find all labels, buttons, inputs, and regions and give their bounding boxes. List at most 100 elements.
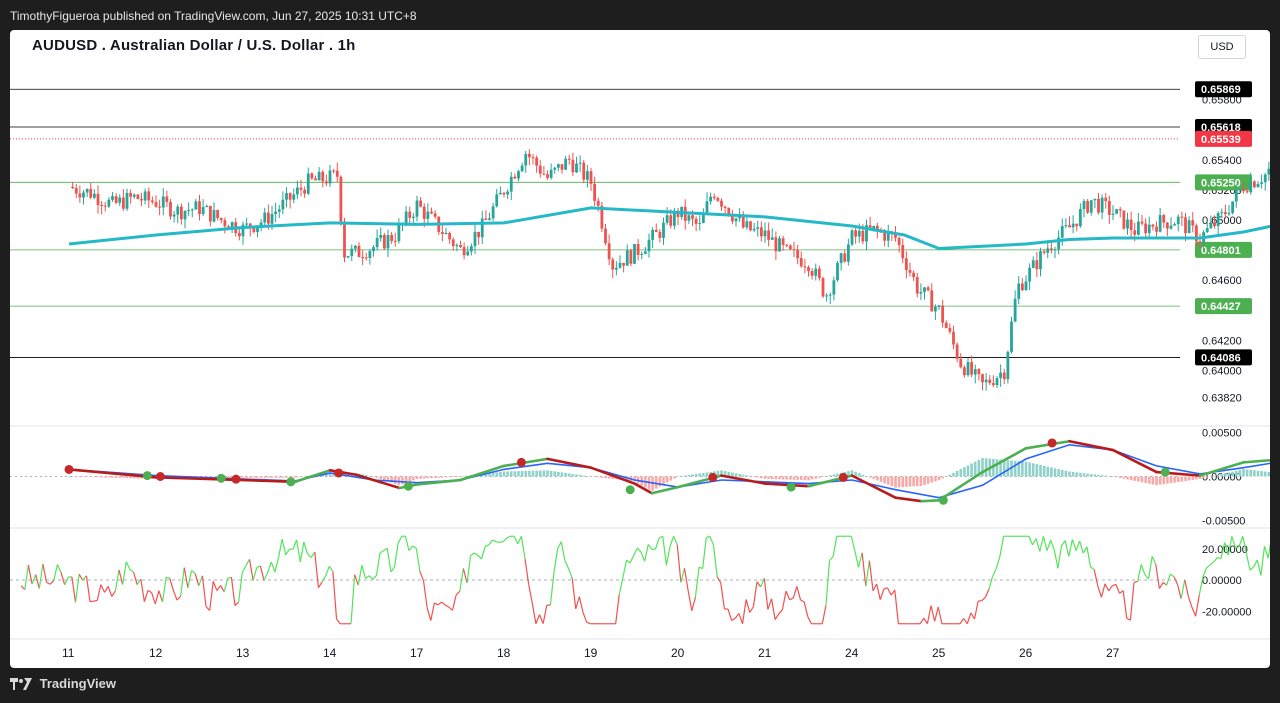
osc-cross-dot — [1047, 438, 1057, 448]
mom-line-segment — [502, 537, 508, 543]
osc-histogram-bar — [1242, 469, 1245, 477]
mom-line-segment — [375, 552, 381, 576]
candle-body — [1165, 222, 1169, 229]
candle-body — [571, 159, 575, 173]
candle-body — [542, 173, 546, 175]
osc-histogram-bar — [857, 473, 861, 477]
osc-histogram-bar — [897, 476, 901, 488]
mom-line-segment — [1090, 566, 1095, 571]
candle-body — [263, 212, 267, 223]
osc-histogram-bar — [122, 476, 125, 479]
mom-line-segment — [183, 567, 189, 589]
osc-histogram-bar — [1111, 476, 1115, 477]
osc-histogram-bar — [876, 476, 879, 481]
price-level-label: 0.65250 — [1201, 177, 1241, 189]
osc-histogram-bar — [1039, 464, 1042, 477]
osc-main-line-segment — [981, 446, 1028, 474]
osc-histogram-bar — [970, 463, 973, 477]
candle-body — [767, 230, 771, 240]
mom-line-segment — [1158, 582, 1164, 589]
osc-histogram-bar — [1122, 476, 1126, 479]
candle-body — [901, 245, 905, 259]
candle-body — [1086, 201, 1090, 213]
candle-body — [172, 214, 176, 217]
candle-body — [973, 369, 977, 375]
candle-body — [212, 209, 216, 222]
osc-histogram-bar — [741, 474, 745, 477]
candle-body — [803, 266, 807, 268]
candle-body — [1194, 225, 1198, 242]
osc-histogram-bar — [763, 476, 767, 479]
x-tick-label: 25 — [932, 646, 946, 660]
osc-histogram-bar — [995, 459, 999, 477]
candle-body — [589, 171, 593, 184]
mom-line-segment — [1151, 556, 1157, 565]
mom-line-segment — [923, 617, 928, 625]
y-tick-label: 0.65800 — [1202, 95, 1242, 107]
osc-histogram-bar — [723, 471, 727, 477]
candle-body — [241, 224, 245, 237]
mom-line-segment — [800, 599, 805, 603]
osc-histogram-bar — [422, 476, 426, 479]
candle-body — [415, 200, 419, 217]
mom-line-segment — [161, 577, 167, 602]
candle-body — [730, 215, 734, 222]
candle-body — [948, 327, 952, 332]
mom-line-segment — [629, 555, 635, 564]
candle-body — [1006, 351, 1010, 380]
osc-histogram-bar — [118, 476, 122, 478]
mom-line-segment — [963, 618, 968, 625]
price-level-label: 0.64086 — [1201, 352, 1241, 364]
osc-histogram-bar — [455, 476, 459, 477]
mom-line-segment — [31, 574, 37, 585]
candle-body — [1191, 220, 1195, 226]
mom-line-segment — [1057, 545, 1063, 569]
mom-line-segment — [778, 609, 783, 615]
chart-canvas[interactable]: 0.658000.654000.652000.650000.646000.642… — [10, 30, 1270, 668]
osc-histogram-bar — [82, 476, 85, 477]
mom-line-segment — [393, 542, 399, 568]
osc-histogram-bar — [1184, 476, 1187, 482]
mom-line-segment — [24, 565, 29, 590]
osc-histogram-bar — [1245, 469, 1249, 477]
mom-line-segment — [1115, 584, 1121, 594]
mom-line-segment — [336, 618, 341, 625]
mom-line-segment — [720, 582, 725, 609]
mom-line-segment — [1256, 559, 1262, 576]
candle-body — [988, 379, 992, 384]
currency-selector[interactable]: USD — [1198, 35, 1246, 59]
mom-y-tick-label: 20.00000 — [1202, 544, 1248, 556]
osc-cross-dot — [625, 485, 635, 495]
mom-line-segment — [850, 536, 856, 552]
candle-body — [285, 193, 288, 200]
osc-histogram-bar — [611, 476, 615, 479]
osc-histogram-bar — [1166, 476, 1169, 484]
candle-body — [1173, 224, 1177, 226]
osc-histogram-bar — [1031, 463, 1035, 477]
mom-line-segment — [473, 552, 479, 556]
osc-histogram-bar — [332, 472, 335, 477]
mom-line-segment — [441, 601, 446, 606]
osc-histogram-bar — [451, 476, 455, 477]
candle-body — [310, 173, 314, 179]
osc-histogram-bar — [596, 476, 600, 478]
mom-line-segment — [415, 548, 421, 572]
candle-body — [944, 322, 948, 328]
candle-body — [1245, 191, 1249, 193]
mom-line-segment — [741, 599, 747, 624]
candle-body — [393, 241, 397, 243]
mom-line-segment — [586, 621, 591, 625]
candle-body — [633, 244, 636, 264]
osc-histogram-bar — [1195, 476, 1198, 480]
candle-body — [1249, 181, 1253, 193]
candle-body — [582, 162, 586, 180]
mom-line-segment — [176, 595, 182, 601]
mom-line-segment — [1195, 594, 1200, 617]
mom-line-segment — [981, 596, 986, 602]
mom-line-segment — [223, 578, 229, 592]
mom-line-segment — [575, 596, 580, 609]
osc-main-line-segment — [459, 464, 506, 482]
mom-line-segment — [437, 601, 443, 606]
mom-line-segment — [658, 535, 664, 539]
candle-body — [299, 187, 303, 190]
